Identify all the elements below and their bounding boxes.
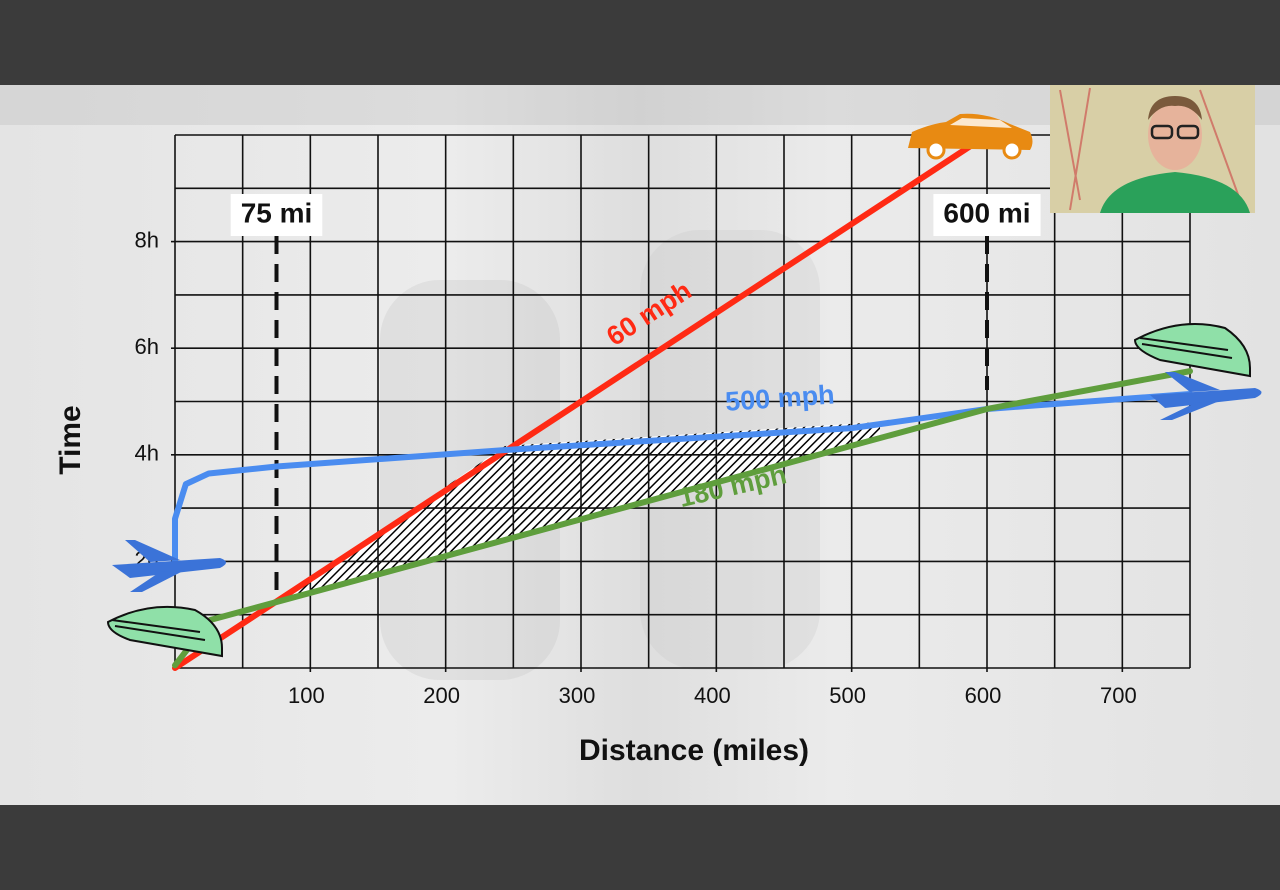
y-tick-label: 6h <box>135 334 159 359</box>
x-tick-label: 300 <box>559 683 596 708</box>
annotation-box <box>933 194 1041 236</box>
x-tick-label: 400 <box>694 683 731 708</box>
series-line <box>172 141 977 671</box>
x-tick-label: 500 <box>829 683 866 708</box>
y-tick-label: 4h <box>135 441 159 466</box>
x-tick-label: 100 <box>288 683 325 708</box>
annotation-box <box>230 194 323 236</box>
hatched-area <box>277 422 880 602</box>
train-icon <box>106 605 223 658</box>
bottom-bar <box>0 805 1280 890</box>
plane-icon <box>112 540 226 592</box>
y-axis-title: Time <box>54 405 87 474</box>
annotation-label: 75 mi <box>241 197 313 228</box>
webcam-inset <box>1050 85 1255 213</box>
car-icon <box>908 113 1033 160</box>
annotation-label: 600 mi <box>943 197 1030 228</box>
plane-icon <box>1150 372 1262 420</box>
x-axis-title: Distance (miles) <box>579 734 809 767</box>
series-line <box>172 391 1193 570</box>
x-tick-label: 600 <box>965 683 1002 708</box>
y-tick-label: 8h <box>135 227 159 252</box>
top-bar <box>0 0 1280 85</box>
x-tick-label: 200 <box>423 683 460 708</box>
train-icon <box>1133 323 1251 378</box>
x-tick-label: 700 <box>1100 683 1137 708</box>
